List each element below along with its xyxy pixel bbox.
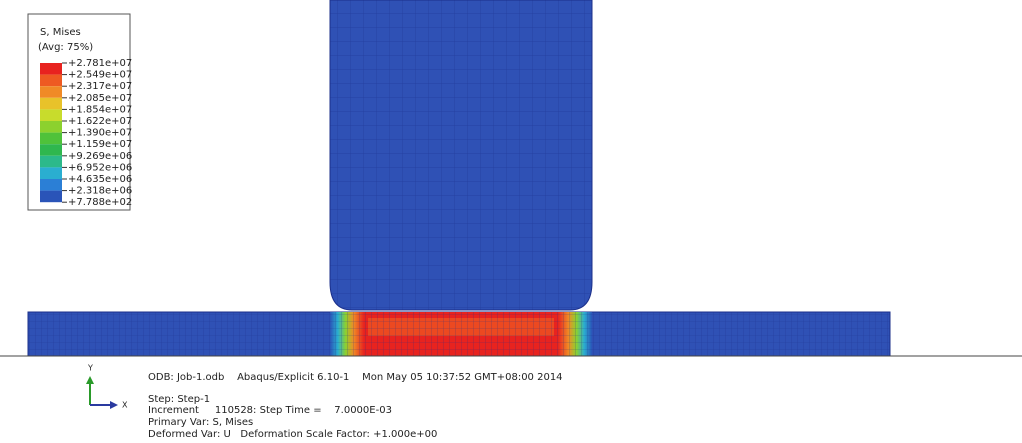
legend-band — [40, 191, 62, 203]
info-odb: ODB: Job-1.odb Abaqus/Explicit 6.10-1 Mo… — [148, 372, 563, 383]
punch-mesh — [330, 0, 592, 310]
legend-label: +9.269e+06 — [68, 151, 132, 162]
triad-y-arrow — [86, 376, 94, 384]
legend-band — [40, 109, 62, 121]
legend-label: +4.635e+06 — [68, 174, 132, 185]
legend-label: +2.781e+07 — [68, 58, 132, 69]
info-increment: Increment 110528: Step Time = 7.0000E-03 — [148, 405, 392, 416]
legend-band — [40, 133, 62, 145]
legend-band — [40, 156, 62, 168]
legend-label: +2.318e+06 — [68, 186, 132, 197]
legend-label: +2.317e+07 — [68, 81, 132, 92]
legend-label: +1.159e+07 — [68, 139, 132, 150]
legend-band — [40, 144, 62, 156]
legend-label: +2.085e+07 — [68, 93, 132, 104]
legend-band — [40, 121, 62, 133]
triad-y-label: Y — [87, 364, 93, 373]
legend-label: +1.390e+07 — [68, 128, 132, 139]
viewport: S, Mises (Avg: 75%) +2.781e+07+2.549e+07… — [0, 0, 1022, 443]
legend-band — [40, 63, 62, 75]
plate-mesh — [28, 312, 890, 356]
triad-x-arrow — [110, 401, 118, 409]
legend-band — [40, 98, 62, 110]
legend-title: S, Mises — [40, 27, 81, 38]
legend-band — [40, 75, 62, 87]
legend-band — [40, 167, 62, 179]
info-deformed: Deformed Var: U Deformation Scale Factor… — [148, 429, 437, 440]
legend-band — [40, 179, 62, 191]
info-primary: Primary Var: S, Mises — [148, 417, 253, 428]
legend-subtitle: (Avg: 75%) — [38, 42, 93, 53]
legend-label: +6.952e+06 — [68, 162, 132, 173]
legend-band — [40, 86, 62, 98]
legend-label: +2.549e+07 — [68, 70, 132, 81]
legend-label: +7.788e+02 — [68, 197, 132, 208]
legend-label: +1.622e+07 — [68, 116, 132, 127]
triad-x-label: X — [122, 401, 128, 410]
legend-label: +1.854e+07 — [68, 104, 132, 115]
info-step: Step: Step-1 — [148, 394, 210, 405]
